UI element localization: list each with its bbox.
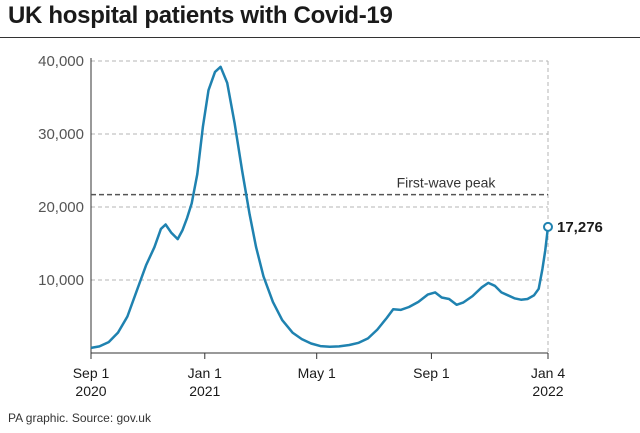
x-tick-sublabel: 2022: [532, 383, 563, 399]
x-tick-label: Jan 4: [531, 365, 565, 381]
series-line: [90, 65, 550, 350]
chart-title: UK hospital patients with Covid-19: [8, 2, 393, 29]
title-rule: [0, 37, 640, 38]
y-tick-label: 10,000: [38, 272, 84, 289]
axes: [90, 58, 548, 354]
x-tick-label: Jan 1: [188, 365, 222, 381]
end-point-label: 17,276: [557, 219, 603, 236]
reference-label: First-wave peak: [397, 175, 497, 191]
source-note: PA graphic. Source: gov.uk: [8, 411, 151, 425]
first-wave-peak-reference: First-wave peak: [91, 175, 548, 196]
y-tick-label: 30,000: [38, 126, 84, 143]
x-tick-sublabel: 2020: [75, 383, 106, 399]
x-tick-sublabel: 2021: [189, 383, 220, 399]
gridlines: [91, 60, 549, 353]
y-tick-label: 40,000: [38, 53, 84, 70]
x-tick-label: Sep 1: [413, 365, 450, 381]
axis-ticks: 10,000 20,000 30,000 40,000 Sep 1 2020 Jan 1 20…: [38, 53, 565, 399]
x-tick-label: May 1: [298, 365, 336, 381]
x-tick-label: Sep 1: [73, 365, 110, 381]
y-tick-label: 20,000: [38, 199, 84, 216]
end-point-group: 17,276: [543, 219, 603, 236]
end-point-marker: [543, 221, 553, 232]
